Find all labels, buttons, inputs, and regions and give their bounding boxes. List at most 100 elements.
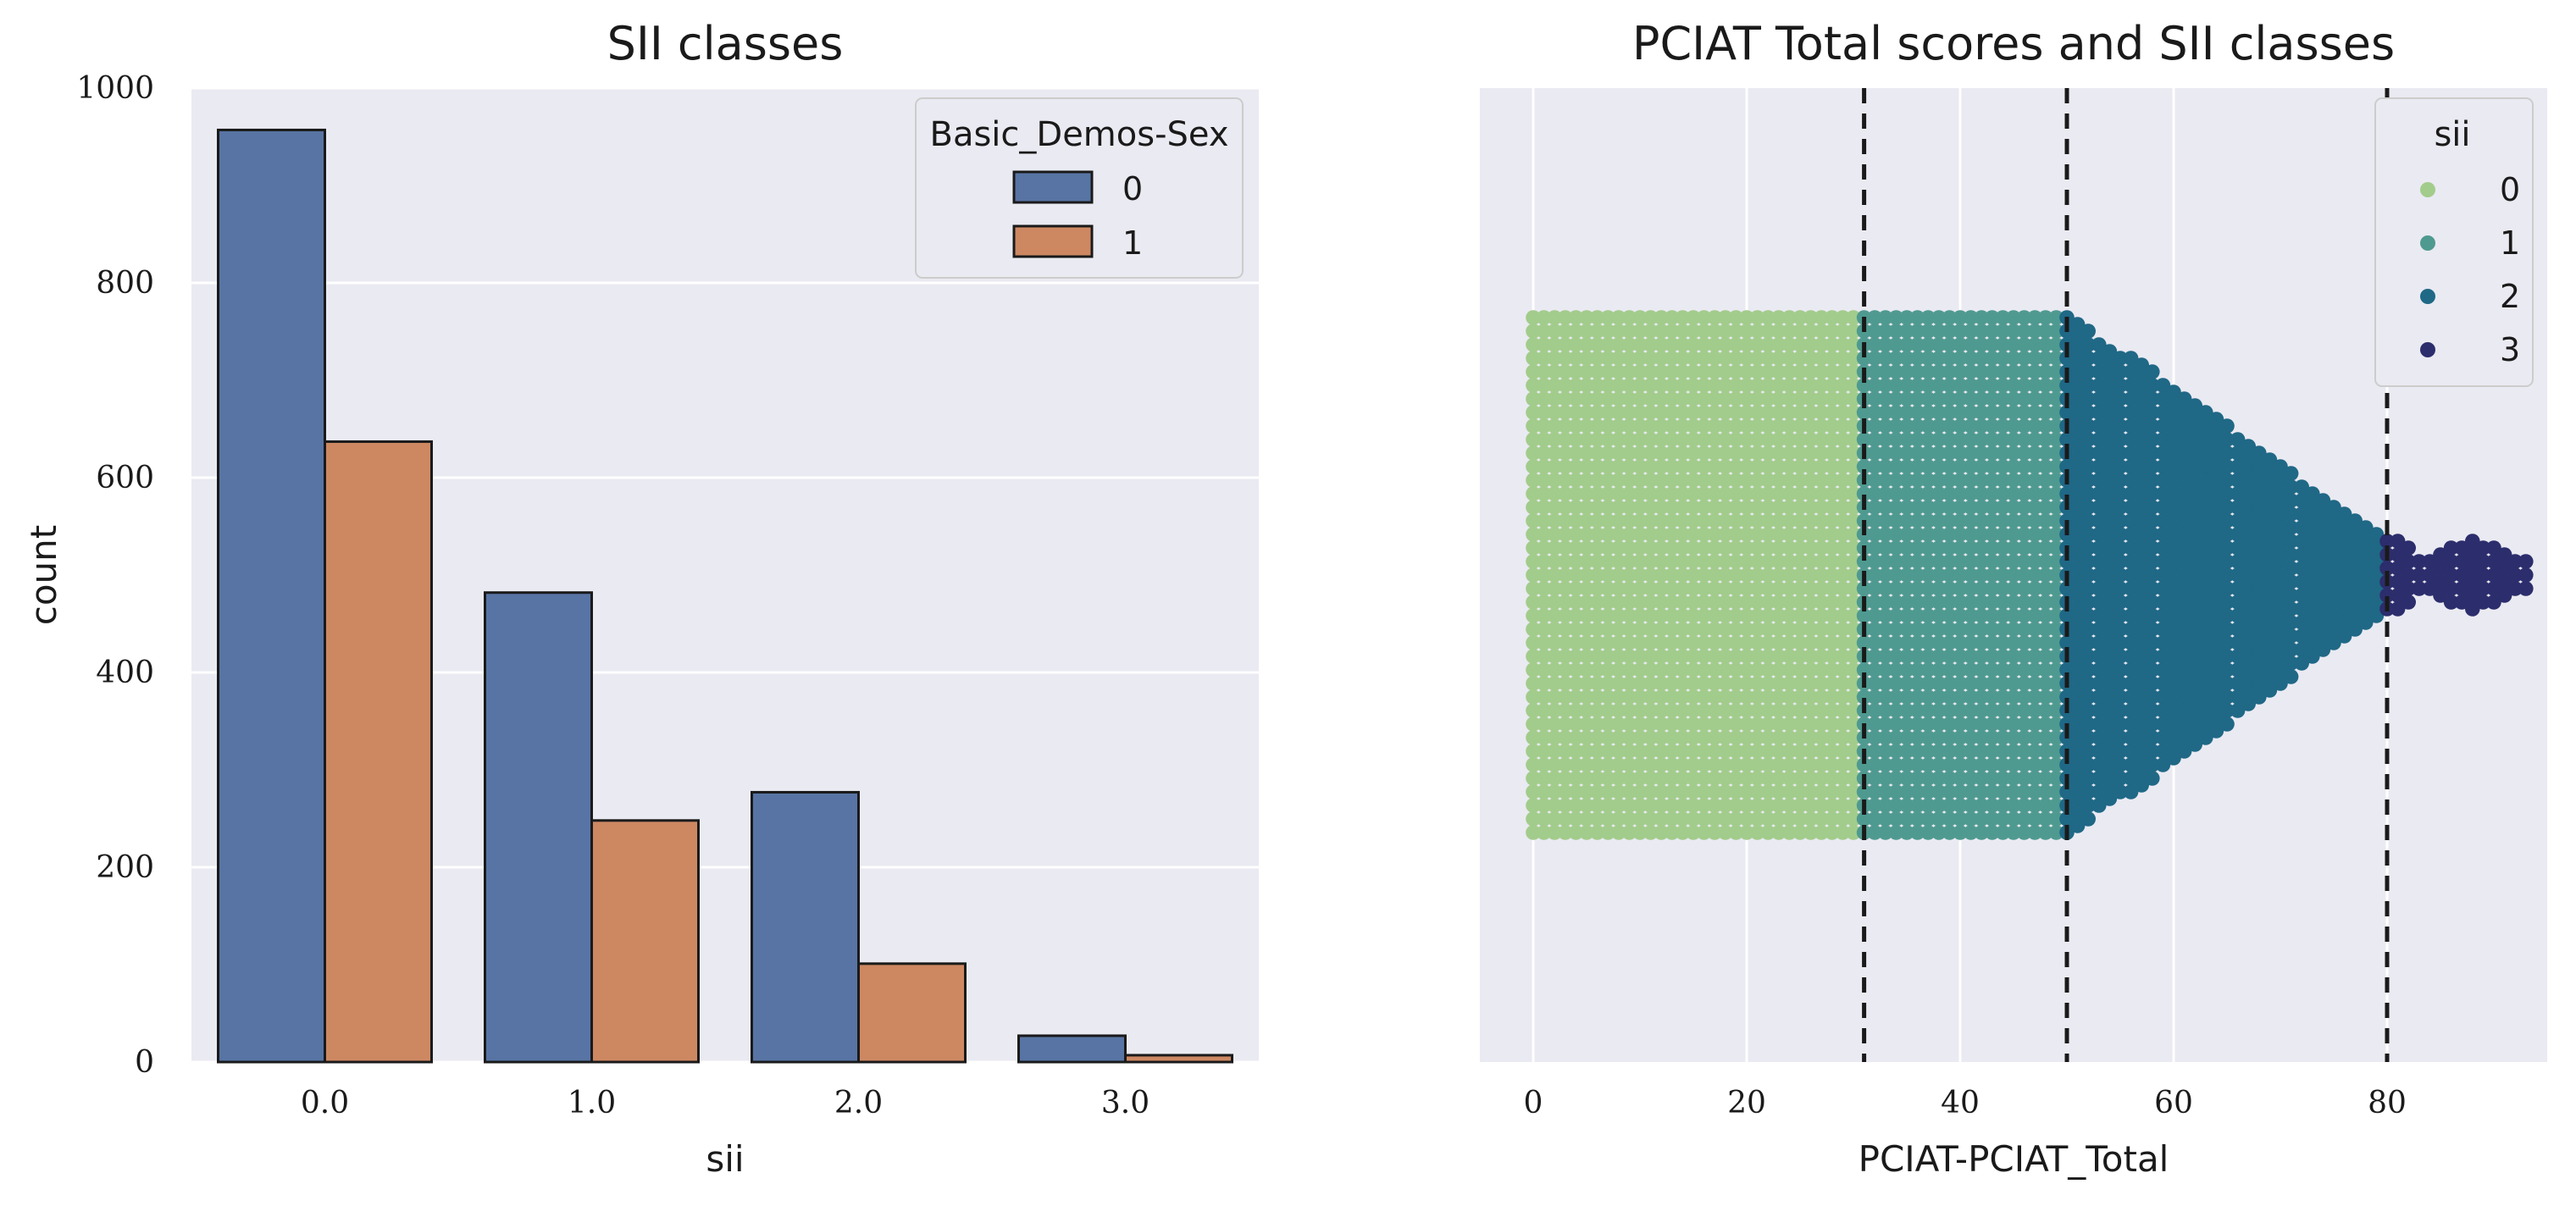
swarm-point [1611, 405, 1626, 420]
swarm-point [2016, 662, 2032, 678]
swarm-point [2027, 784, 2042, 799]
swarm-point [1974, 527, 1989, 542]
swarm-point [1665, 445, 1680, 461]
swarm-point [1909, 310, 1925, 325]
swarm-point [1995, 744, 2011, 759]
swarm-point [1579, 445, 1594, 461]
swarm-point [1579, 716, 1594, 732]
swarm-point [1739, 744, 1754, 759]
swarm-point [1846, 391, 1861, 407]
swarm-point [1558, 608, 1573, 623]
swarm-point [2230, 473, 2246, 488]
swarm-point [1589, 703, 1605, 718]
swarm-point [1995, 418, 2011, 434]
swarm-point [2305, 595, 2320, 610]
swarm-point [1963, 500, 1979, 515]
swarm-point [2134, 601, 2149, 617]
swarm-point [1654, 716, 1669, 732]
swarm-point [2102, 588, 2118, 603]
swarm-point [2422, 567, 2438, 583]
swarm-point [1825, 730, 1840, 745]
swarm-point [2069, 601, 2086, 617]
swarm-point [2262, 479, 2278, 495]
swarm-point [1611, 445, 1626, 461]
swarm-point [1728, 622, 1744, 637]
swarm-point [1536, 757, 1552, 772]
swarm-point [1803, 351, 1819, 366]
swarm-point [1579, 364, 1594, 379]
swarm-point [2069, 696, 2086, 711]
swarm-point [1632, 716, 1648, 732]
swarm-point [1963, 540, 1979, 556]
swarm-point [1846, 554, 1861, 569]
swarm-point [1675, 689, 1691, 705]
swarm-point [1611, 364, 1626, 379]
swarm-point [1665, 324, 1680, 339]
swarm-point [1760, 581, 1776, 596]
swarm-point [2006, 554, 2021, 569]
swarm-point [1675, 608, 1691, 623]
swarm-point [1621, 513, 1637, 528]
swarm-point [1781, 445, 1798, 461]
swarm-point [1878, 676, 1893, 691]
swarm-point [2102, 357, 2118, 373]
swarm-point [1792, 405, 1808, 420]
swarm-point [1739, 324, 1754, 339]
swarm-point [1526, 500, 1541, 515]
swarm-point [1632, 500, 1648, 515]
swarm-point [1878, 635, 1893, 650]
swarm-point [1558, 798, 1573, 813]
swarm-point [1739, 432, 1754, 447]
swarm-point [1963, 473, 1979, 488]
swarm-point [1878, 716, 1893, 732]
swarm-point [1920, 662, 1936, 678]
swarm-point [2080, 540, 2096, 556]
swarm-point [2336, 601, 2352, 617]
swarm-point [1686, 567, 1701, 583]
swarm-point [2080, 635, 2096, 650]
swarm-point [1953, 513, 1968, 528]
swarm-point [2145, 689, 2160, 705]
swarm-point [1558, 459, 1573, 474]
swarm-point [1749, 622, 1765, 637]
swarm-point [1611, 635, 1626, 650]
swarm-point [2038, 418, 2053, 434]
swarm-point [2038, 771, 2053, 786]
swarm-point [1621, 432, 1637, 447]
swarm-point [1942, 513, 1958, 528]
swarm-point [1985, 351, 2000, 366]
bar-x-tick-label: 0.0 [301, 1086, 349, 1120]
swarm-point [2219, 554, 2235, 569]
swarm-point [1611, 378, 1626, 393]
swarm-point [2273, 622, 2288, 637]
swarm-point [2102, 737, 2118, 752]
swarm-point [1696, 757, 1712, 772]
swarm-point [2038, 635, 2053, 650]
swarm-point [1867, 581, 1882, 596]
swarm-point [1749, 310, 1765, 325]
swarm-point [1526, 486, 1541, 501]
swarm-point [1760, 473, 1776, 488]
swarm-point [1899, 689, 1914, 705]
swarm-point [1718, 500, 1733, 515]
swarm-point [1878, 500, 1893, 515]
swarm-point [1707, 418, 1722, 434]
swarm-point [1878, 581, 1893, 596]
swarm-point [1589, 798, 1605, 813]
swarm-point [1825, 811, 1840, 827]
swarm-point [2166, 710, 2181, 725]
swarm-point [1536, 391, 1552, 407]
swarm-point [1781, 757, 1798, 772]
swarm-point [2048, 364, 2064, 379]
swarm-point [2465, 588, 2480, 603]
swarm-point [2252, 689, 2267, 705]
swarm-point [1739, 567, 1754, 583]
swarm-point [1675, 473, 1691, 488]
swarm-point [1728, 554, 1744, 569]
swarm-point [1707, 811, 1722, 827]
swarm-point [1920, 473, 1936, 488]
swarm-point [2443, 581, 2459, 596]
swarm-point [2166, 398, 2181, 413]
swarm-point [2507, 567, 2523, 583]
swarm-point [1600, 581, 1615, 596]
